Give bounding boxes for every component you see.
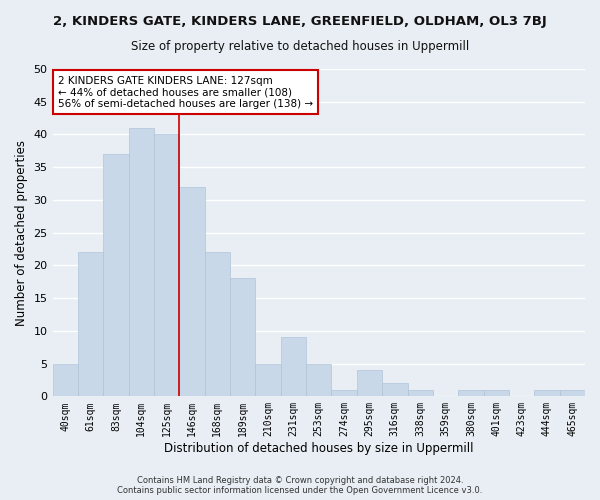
Bar (560, 390, 585, 396)
Bar (128, 128, 154, 396)
Bar (53, 364, 78, 396)
Bar (306, 364, 331, 396)
Text: Size of property relative to detached houses in Uppermill: Size of property relative to detached ho… (131, 40, 469, 53)
Bar (230, 278, 256, 396)
Bar (458, 390, 484, 396)
Bar (78, 252, 103, 396)
Text: Contains HM Land Registry data © Crown copyright and database right 2024.
Contai: Contains HM Land Registry data © Crown c… (118, 476, 482, 495)
Bar (154, 134, 179, 396)
Bar (534, 390, 560, 396)
Bar (382, 383, 407, 396)
Bar (103, 154, 128, 396)
Text: 2 KINDERS GATE KINDERS LANE: 127sqm
← 44% of detached houses are smaller (108)
5: 2 KINDERS GATE KINDERS LANE: 127sqm ← 44… (58, 76, 313, 108)
Text: 2, KINDERS GATE, KINDERS LANE, GREENFIELD, OLDHAM, OL3 7BJ: 2, KINDERS GATE, KINDERS LANE, GREENFIEL… (53, 15, 547, 28)
Bar (357, 370, 382, 396)
Bar (256, 364, 281, 396)
Bar (205, 252, 230, 396)
Bar (331, 390, 357, 396)
Bar (407, 390, 433, 396)
Bar (484, 390, 509, 396)
Bar (281, 338, 306, 396)
Y-axis label: Number of detached properties: Number of detached properties (15, 140, 28, 326)
Bar (179, 187, 205, 396)
X-axis label: Distribution of detached houses by size in Uppermill: Distribution of detached houses by size … (164, 442, 473, 455)
